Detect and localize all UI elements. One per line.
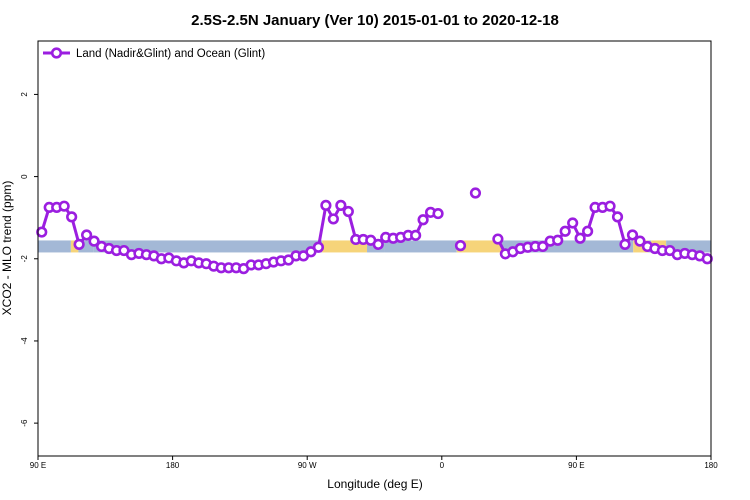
- data-point: [372, 238, 384, 250]
- data-point: [567, 217, 579, 229]
- y-tick-label: -6: [20, 419, 29, 427]
- plot-frame: [37, 40, 712, 457]
- y-tick-label: 2: [20, 92, 29, 97]
- data-point: [701, 253, 713, 265]
- y-tick-label: -4: [20, 337, 29, 345]
- x-tick-label: 90 E: [30, 461, 46, 470]
- data-point: [342, 205, 354, 218]
- data-point: [559, 225, 571, 237]
- data-point: [537, 240, 549, 253]
- data-point: [604, 200, 616, 212]
- y-tick-label: 0: [20, 174, 29, 179]
- band-segment-ocean: [93, 240, 323, 253]
- data-point: [619, 238, 631, 250]
- chart-title: 2.5S-2.5N January (Ver 10) 2015-01-01 to…: [191, 12, 559, 29]
- data-point: [574, 232, 586, 244]
- data-point: [36, 226, 48, 238]
- legend-marker-swatch: [50, 47, 63, 59]
- data-point: [320, 199, 332, 211]
- data-point: [335, 199, 347, 211]
- y-tick-label: -2: [20, 255, 29, 263]
- data-point: [626, 229, 639, 241]
- data-point: [611, 211, 624, 223]
- band-segment-ocean: [384, 240, 457, 253]
- data-point: [73, 238, 85, 250]
- data-point: [88, 235, 100, 247]
- data-point: [312, 241, 325, 253]
- data-point: [469, 187, 482, 199]
- x-tick-label: 180: [704, 461, 718, 470]
- x-axis-label: Longitude (deg E): [327, 477, 422, 491]
- y-axis-label: XCO2 - MLO trend (ppm): [0, 181, 14, 316]
- data-point: [552, 234, 564, 246]
- band-segment-ocean: [38, 240, 71, 253]
- data-point: [492, 233, 504, 245]
- x-tick-label: 90 E: [568, 461, 584, 470]
- data-point: [454, 240, 467, 252]
- data-point: [81, 229, 93, 241]
- x-tick-label: 180: [166, 461, 180, 470]
- data-point: [327, 213, 339, 225]
- series-land-ocean: [36, 187, 713, 275]
- x-tick-label: 0: [440, 461, 445, 470]
- y-axis: 2 0 -2 -4 -6: [20, 92, 38, 427]
- series-line: [40, 203, 439, 271]
- data-point: [410, 229, 422, 241]
- data-point: [58, 200, 70, 212]
- x-axis: 90 E 180 90 W 0 90 E 180: [30, 456, 718, 470]
- data-point: [582, 225, 594, 237]
- x-tick-label: 90 W: [298, 461, 317, 470]
- band-segment-land: [456, 240, 502, 253]
- data-point: [432, 207, 444, 220]
- data-point: [634, 235, 646, 247]
- data-point: [66, 211, 78, 223]
- legend: Land (Nadir&Glint) and Ocean (Glint): [43, 47, 265, 60]
- data-point: [417, 214, 429, 226]
- legend-entry-label: Land (Nadir&Glint) and Ocean (Glint): [76, 48, 265, 60]
